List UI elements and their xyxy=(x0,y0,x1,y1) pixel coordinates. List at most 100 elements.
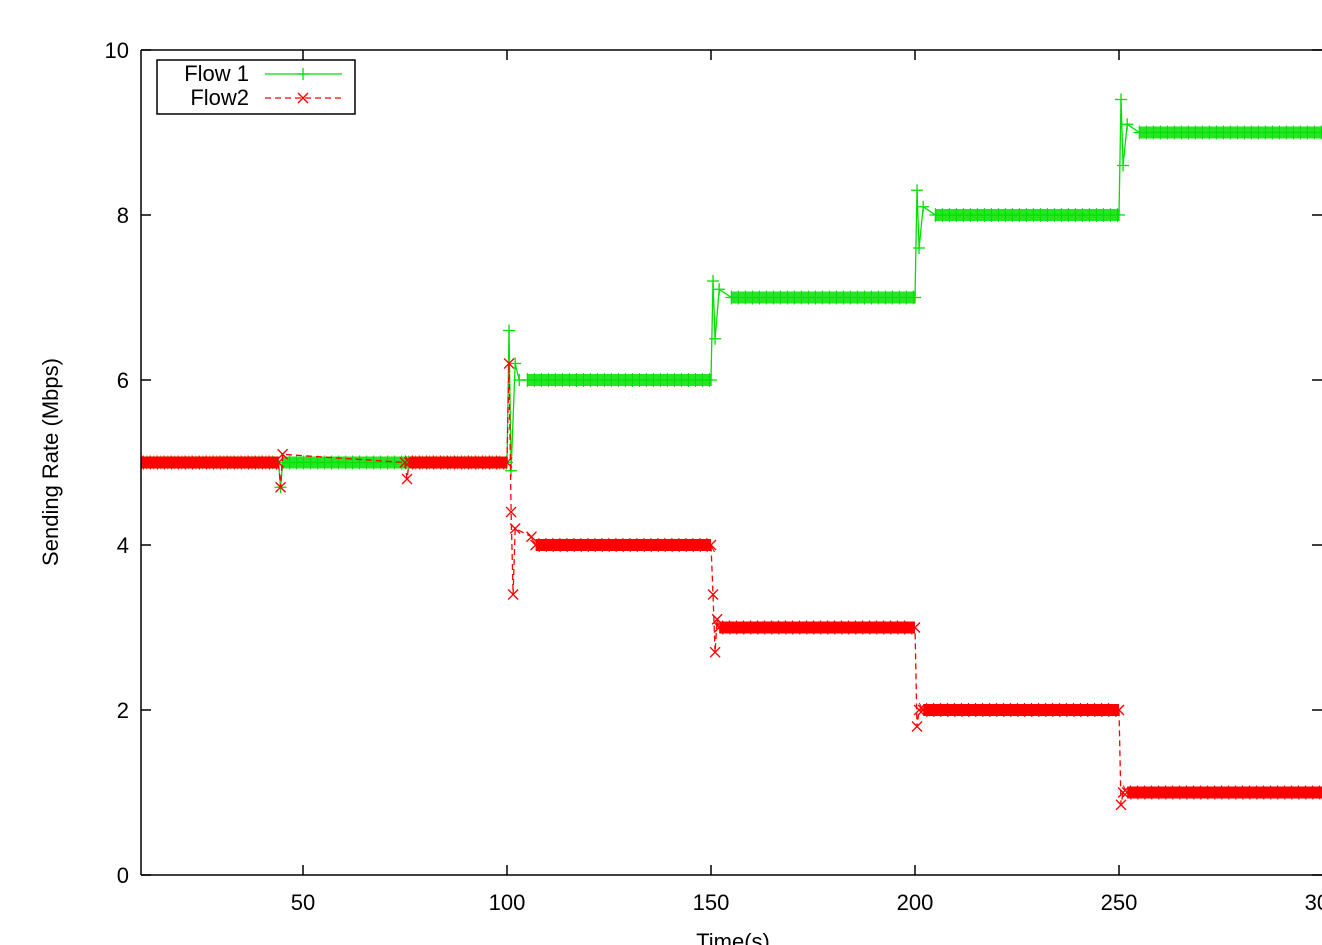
band-tick xyxy=(474,455,484,470)
band-tick xyxy=(939,702,949,718)
band-tick xyxy=(1002,702,1012,718)
band-tick xyxy=(1213,785,1223,800)
data-point xyxy=(509,357,522,370)
data-point xyxy=(503,324,516,337)
band-tick xyxy=(446,455,456,470)
plateau-band xyxy=(1127,786,1322,799)
band-tick xyxy=(1199,785,1209,800)
band-tick xyxy=(1086,702,1096,718)
band-tick xyxy=(254,455,264,470)
band-tick xyxy=(1178,785,1188,800)
band-tick xyxy=(896,620,906,635)
data-point xyxy=(707,589,719,600)
data-point xyxy=(705,539,717,551)
band-tick xyxy=(1016,702,1026,718)
band-tick xyxy=(1290,785,1300,800)
data-point xyxy=(917,704,929,716)
data-point xyxy=(275,481,287,493)
band-tick xyxy=(1241,785,1251,800)
band-tick xyxy=(946,702,956,718)
band-tick xyxy=(425,455,435,470)
band-tick xyxy=(226,455,236,470)
plateau-band xyxy=(731,291,915,304)
data-point xyxy=(403,457,415,468)
band-tick xyxy=(177,455,187,470)
data-point xyxy=(709,646,721,658)
band-tick xyxy=(805,620,815,635)
band-tick xyxy=(615,537,624,553)
band-tick xyxy=(1136,785,1146,800)
band-tick xyxy=(1100,702,1110,718)
marker-d2 xyxy=(501,457,513,468)
legend-label: Flow2 xyxy=(190,85,249,110)
band-tick xyxy=(678,537,687,553)
data-point xyxy=(526,531,537,543)
band-tick xyxy=(1037,702,1047,718)
x-tick-label: 150 xyxy=(693,890,730,915)
band-tick xyxy=(735,620,745,635)
band-tick xyxy=(1297,785,1307,800)
band-tick xyxy=(770,620,780,635)
marker-d2 xyxy=(297,92,309,104)
band-tick xyxy=(453,455,463,470)
marker-d2 xyxy=(403,457,415,468)
series-flow2 xyxy=(141,358,1322,811)
band-tick xyxy=(854,620,864,635)
marker-d2 xyxy=(503,358,515,369)
marker-d2 xyxy=(713,622,725,633)
band-tick xyxy=(1234,785,1244,800)
marker-d2 xyxy=(705,539,717,551)
band-tick xyxy=(1065,702,1075,718)
data-point xyxy=(929,209,942,221)
band-tick xyxy=(149,455,159,470)
band-tick xyxy=(889,620,899,635)
band-tick xyxy=(261,455,271,470)
band-tick xyxy=(798,620,808,635)
band-tick xyxy=(636,537,645,553)
marker-d2 xyxy=(707,589,719,600)
band-tick xyxy=(791,620,801,635)
marker-d2 xyxy=(507,589,519,600)
marker-d2 xyxy=(277,448,289,460)
marker-d2 xyxy=(913,704,925,716)
band-tick xyxy=(247,455,257,470)
legend-label: Flow 1 xyxy=(184,61,249,86)
marker-d2 xyxy=(141,457,146,463)
data-point xyxy=(711,613,723,625)
band-tick xyxy=(777,620,787,635)
band-tick xyxy=(1318,785,1322,792)
data-point xyxy=(709,332,722,345)
band-tick xyxy=(953,702,963,718)
data-point xyxy=(1115,93,1128,106)
band-tick xyxy=(481,455,491,470)
data-point xyxy=(277,448,289,460)
marker-d2 xyxy=(1113,704,1125,716)
band-tick xyxy=(833,620,843,635)
band-tick xyxy=(439,455,449,470)
legend-box xyxy=(156,59,356,115)
series-flow-1 xyxy=(141,93,1322,494)
band-tick xyxy=(967,702,977,718)
band-tick xyxy=(826,620,836,635)
marker-d2 xyxy=(526,531,537,543)
axes-layer: 0 2 4 6 8 10 50 100 150 200 250 300 xyxy=(105,38,1322,915)
band-tick xyxy=(692,537,701,553)
band-tick xyxy=(1283,785,1293,800)
data-point xyxy=(1115,799,1127,811)
band-tick xyxy=(1304,785,1314,800)
band-tick xyxy=(1311,785,1321,800)
band-tick xyxy=(488,455,498,470)
legend-swatch-marker xyxy=(297,68,309,80)
band-tick xyxy=(749,620,759,635)
band-tick xyxy=(559,537,568,553)
band-tick xyxy=(1248,785,1258,800)
marker-d2 xyxy=(273,457,284,468)
band-tick xyxy=(882,620,892,635)
band-tick xyxy=(205,455,215,470)
band-tick xyxy=(875,620,885,635)
band-tick xyxy=(1150,785,1160,800)
band-tick xyxy=(643,537,652,553)
band-tick xyxy=(1220,785,1230,800)
band-tick xyxy=(685,537,694,553)
